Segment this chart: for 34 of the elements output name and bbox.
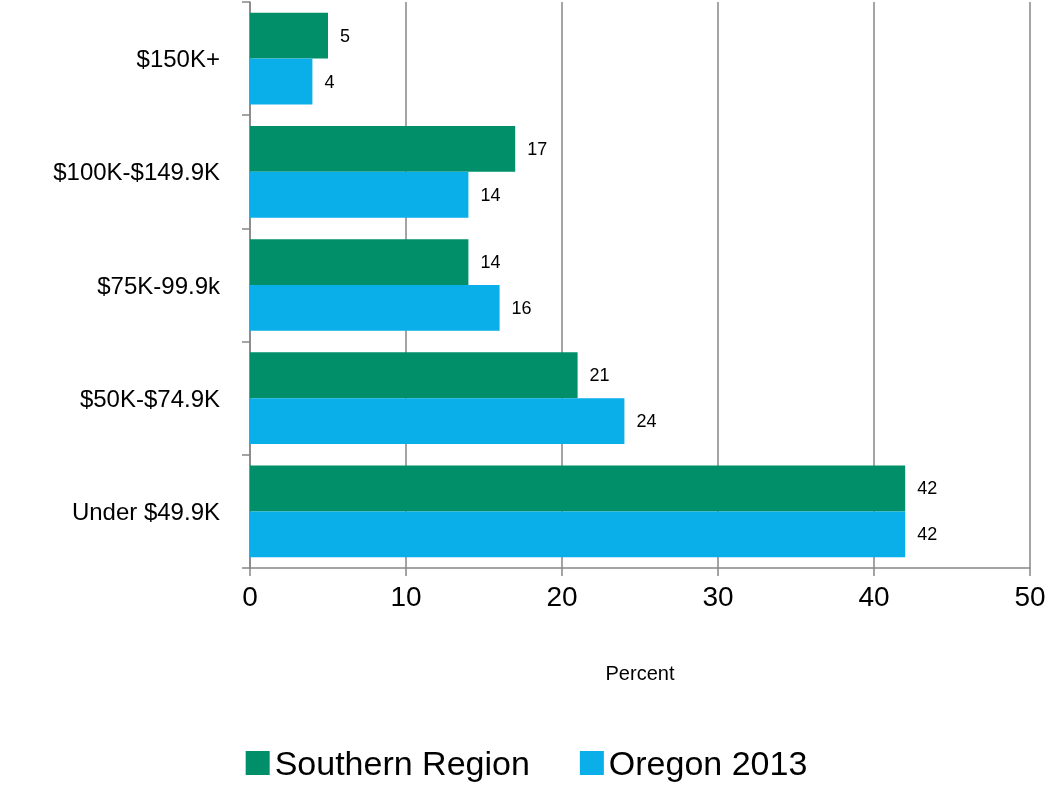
y-tick-label: $100K-$149.9K xyxy=(53,158,220,186)
bar xyxy=(250,125,516,172)
x-tick-label: 50 xyxy=(1014,580,1046,612)
y-tick-label: $75K-99.9k xyxy=(97,271,221,299)
data-label: 5 xyxy=(340,25,351,46)
x-tick-label: 20 xyxy=(546,580,578,612)
bar xyxy=(250,12,328,59)
data-label: 24 xyxy=(636,411,657,432)
x-axis-title: Percent xyxy=(605,662,675,684)
bar xyxy=(250,398,625,445)
data-label: 4 xyxy=(324,71,335,92)
bar xyxy=(250,352,578,399)
bar xyxy=(250,239,469,285)
legend-label: Southern Region xyxy=(274,744,530,782)
bar xyxy=(250,58,313,105)
x-tick-label: 0 xyxy=(242,580,258,612)
x-tick-label: 10 xyxy=(390,580,422,612)
bar xyxy=(250,465,906,512)
data-label: 17 xyxy=(527,138,548,159)
bar xyxy=(250,171,469,218)
y-tick-label: $150K+ xyxy=(136,45,220,73)
bar xyxy=(250,285,500,331)
x-tick-label: 40 xyxy=(858,580,890,612)
data-label: 42 xyxy=(917,524,938,545)
data-label: 16 xyxy=(511,297,532,318)
data-label: 14 xyxy=(480,252,501,273)
bar xyxy=(250,511,906,558)
data-label: 14 xyxy=(480,184,501,205)
y-tick-label: Under $49.9K xyxy=(71,497,220,525)
y-tick-label: $50K-$74.9K xyxy=(79,384,220,412)
x-tick-label: 30 xyxy=(702,580,734,612)
legend-label: Oregon 2013 xyxy=(608,744,808,782)
data-label: 42 xyxy=(917,478,938,499)
data-label: 21 xyxy=(589,365,610,386)
